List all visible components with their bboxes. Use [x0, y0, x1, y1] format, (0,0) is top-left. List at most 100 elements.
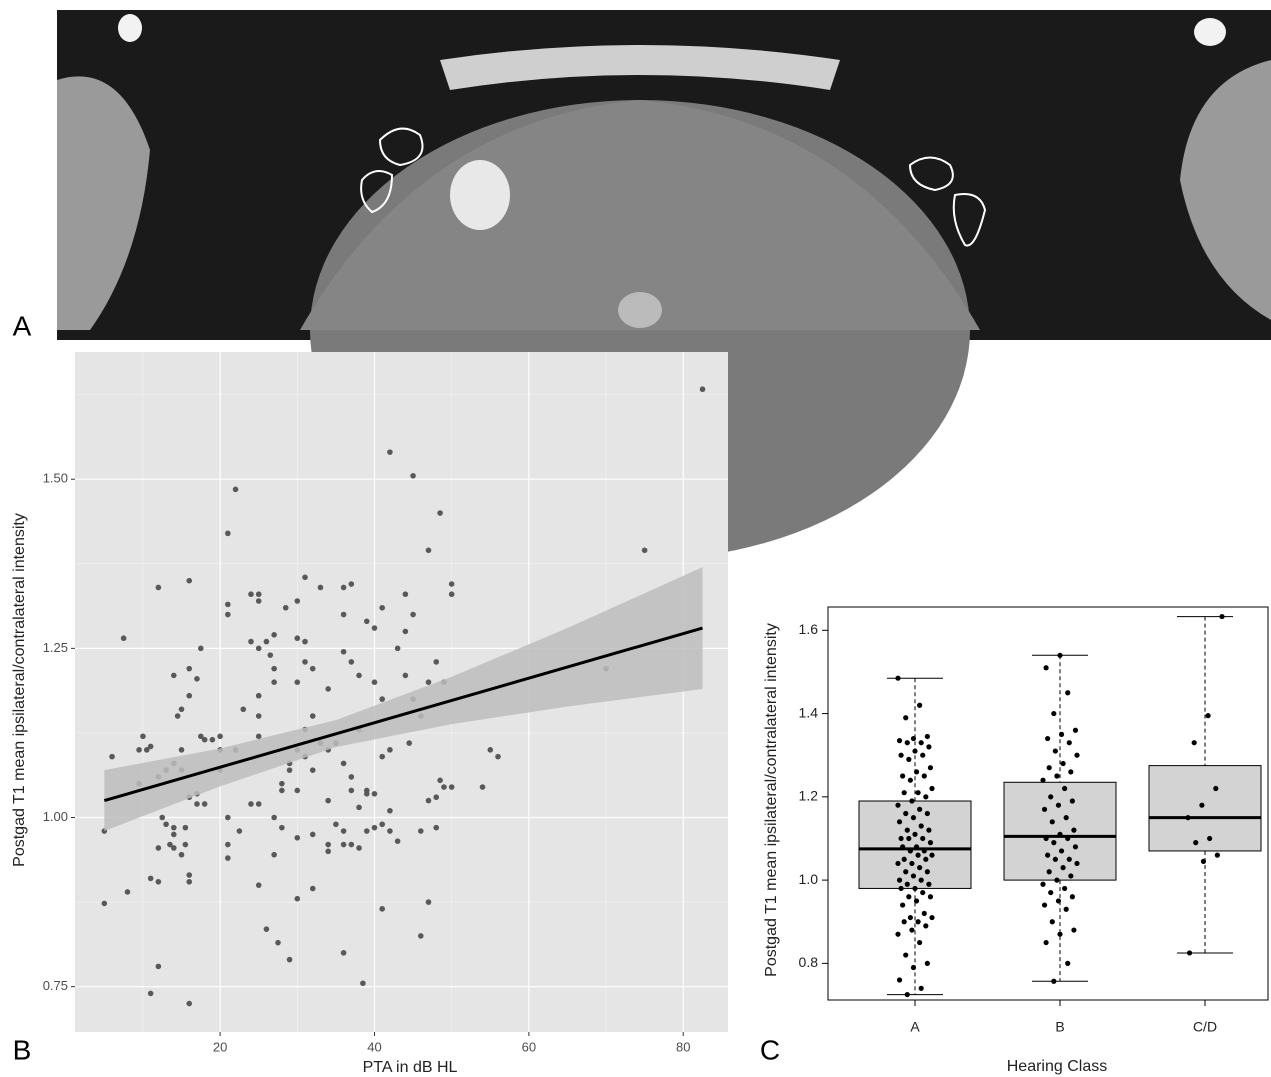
data-point: [917, 702, 923, 708]
data-point: [263, 638, 270, 645]
data-point: [371, 679, 378, 685]
data-point: [363, 618, 370, 625]
data-point: [182, 841, 189, 848]
data-point: [1043, 835, 1049, 842]
data-point: [425, 797, 432, 804]
data-point: [294, 895, 301, 902]
data-point: [1049, 819, 1055, 825]
data-point: [1063, 815, 1069, 821]
data-point: [360, 980, 366, 987]
data-point: [263, 926, 270, 932]
data-point: [363, 828, 370, 834]
data-point: [906, 835, 912, 842]
fit-line: [103, 626, 703, 803]
data-point: [170, 824, 177, 831]
data-point: [406, 740, 413, 746]
data-point: [271, 851, 277, 858]
y-tick-label: 0.8: [799, 954, 819, 970]
data-point: [895, 802, 901, 808]
data-point: [915, 790, 921, 796]
data-point: [1052, 748, 1058, 754]
y-tick-label: 1.25: [43, 640, 68, 655]
data-point: [1068, 769, 1074, 775]
data-point: [912, 748, 918, 754]
data-point: [895, 860, 901, 867]
data-point: [340, 584, 347, 591]
data-point: [394, 838, 401, 844]
data-point: [903, 869, 909, 875]
data-point: [433, 824, 440, 831]
y-tick-label: 1.00: [43, 809, 68, 824]
data-point: [907, 914, 913, 921]
panel-label: A: [13, 310, 32, 341]
data-point: [1041, 806, 1048, 812]
data-point: [302, 659, 308, 665]
data-point: [923, 794, 929, 800]
data-point: [170, 845, 177, 851]
data-point: [1214, 852, 1220, 858]
data-point: [109, 753, 115, 760]
data-point: [926, 827, 932, 833]
data-point: [248, 801, 254, 807]
data-point: [1055, 802, 1062, 808]
data-point: [1069, 798, 1075, 804]
y-tick-label: 1.50: [43, 471, 68, 486]
data-point: [448, 591, 455, 598]
data-point: [1071, 827, 1077, 833]
data-point: [371, 791, 378, 797]
data-point: [267, 652, 274, 658]
data-point: [294, 787, 301, 794]
data-point: [143, 747, 150, 753]
data-point: [136, 747, 142, 753]
data-point: [387, 807, 393, 814]
data-point: [912, 885, 918, 892]
data-point: [325, 848, 331, 855]
data-point: [387, 747, 393, 753]
data-point: [120, 635, 127, 642]
data-point: [340, 828, 347, 834]
data-point: [410, 611, 416, 618]
data-point: [198, 645, 204, 652]
x-tick-label: C/D: [1193, 1019, 1217, 1035]
data-point: [348, 659, 355, 665]
data-point: [927, 765, 934, 771]
data-point: [1200, 858, 1207, 864]
data-point: [1051, 840, 1057, 846]
data-point: [920, 835, 926, 842]
data-point: [1055, 898, 1062, 904]
data-point: [903, 952, 909, 958]
data-point: [1062, 885, 1068, 892]
data-point: [924, 810, 930, 817]
data-point: [1207, 835, 1213, 842]
y-axis-title: Postgad T1 mean ipsilateral/contralatera…: [11, 513, 28, 867]
data-point: [178, 851, 185, 858]
data-point: [124, 889, 131, 895]
data-point: [186, 665, 193, 672]
x-tick-label: 20: [213, 1039, 227, 1054]
data-point: [294, 679, 301, 685]
data-point: [394, 645, 401, 652]
data-point: [225, 601, 231, 608]
data-point: [325, 686, 331, 692]
data-point: [167, 841, 173, 848]
data-point: [279, 787, 285, 794]
data-point: [1072, 844, 1079, 850]
data-point: [163, 821, 169, 828]
data-point: [901, 919, 907, 925]
data-point: [448, 581, 455, 587]
x-tick-label: B: [1055, 1019, 1064, 1035]
data-point: [904, 827, 910, 833]
data-point: [921, 773, 927, 779]
data-point: [255, 598, 262, 604]
panel-label: B: [13, 1034, 32, 1065]
data-point: [340, 611, 347, 618]
data-point: [340, 648, 347, 655]
data-point: [900, 773, 906, 779]
data-point: [1219, 613, 1225, 620]
data-point: [1040, 881, 1046, 887]
data-point: [174, 713, 181, 719]
data-point: [333, 821, 339, 828]
data-point: [255, 733, 262, 740]
data-point: [155, 878, 162, 885]
data-point: [271, 632, 277, 638]
